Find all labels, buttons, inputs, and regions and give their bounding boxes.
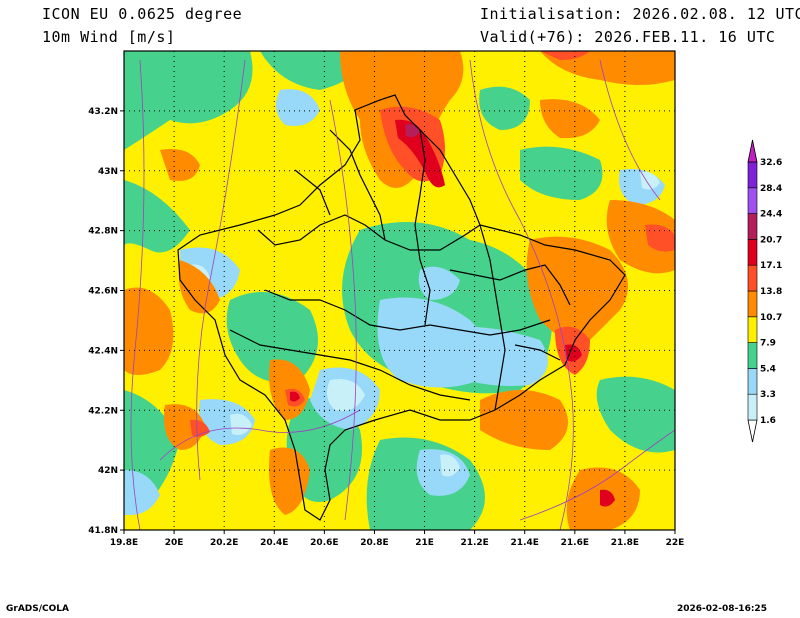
- grid-lines: [124, 51, 675, 530]
- colorbar-level-label: 7.9: [760, 339, 776, 349]
- colorbar-level-label: 5.4: [760, 364, 776, 374]
- lat-axis: 41.8N 42N 42.2N 42.4N 42.6N 42.8N 43N 43.2N: [88, 107, 124, 536]
- lat-tick-label: 43N: [98, 167, 118, 177]
- colorbar-under-arrow: [747, 419, 758, 443]
- init-time: Initialisation: 2026.02.08. 12 UTC: [480, 5, 800, 23]
- lon-tick-label: 21E: [415, 538, 434, 548]
- colorbar-swatch: [747, 342, 758, 369]
- colorbar-swatch: [747, 290, 758, 318]
- borders: [177, 94, 626, 521]
- colorbar-swatch: [747, 239, 758, 266]
- lon-tick-label: 20E: [165, 538, 184, 548]
- model-title: ICON EU 0.0625 degree: [42, 5, 243, 23]
- colorbar-level-label: 17.1: [760, 261, 782, 271]
- valid-time: Valid(+76): 2026.FEB.11. 16 UTC: [480, 28, 776, 46]
- colorbar-level-label: 24.4: [760, 210, 782, 220]
- colorbar-swatch: [747, 187, 758, 214]
- lat-tick-label: 42.6N: [88, 287, 118, 297]
- lon-axis: 19.8E 20E 20.2E 20.4E 20.6E 20.8E 21E 21.2E 21.4…: [110, 530, 685, 548]
- lat-tick-label: 43.2N: [88, 107, 118, 117]
- field-title: 10m Wind [m/s]: [42, 28, 176, 46]
- lon-tick-label: 21.6E: [561, 538, 589, 548]
- lon-tick-label: 21.4E: [511, 538, 539, 548]
- colorbar-over-arrow: [747, 139, 758, 163]
- colorbar-level-label: 1.6: [760, 416, 776, 426]
- colorbar-level-label: 20.7: [760, 235, 782, 245]
- colorbar-swatch: [747, 393, 758, 421]
- colorbar-swatch: [747, 264, 758, 292]
- lon-tick-label: 22E: [666, 538, 685, 548]
- colorbar-level-label: 32.6: [760, 158, 782, 168]
- colorbar-swatch: [747, 161, 758, 189]
- colorbar-swatch: [747, 368, 758, 395]
- colorbar-level-label: 10.7: [760, 313, 782, 323]
- lon-tick-label: 20.2E: [210, 538, 238, 548]
- colorbar-level-label: 3.3: [760, 390, 776, 400]
- lat-tick-label: 42.8N: [88, 227, 118, 237]
- colorbar-swatch: [747, 213, 758, 240]
- colorbar: 1.6 3.3 5.4 7.9 10.7 13.8 17.1 20.7 24.4 28.4 32.6: [747, 139, 782, 443]
- lon-tick-label: 19.8E: [110, 538, 138, 548]
- lat-tick-label: 41.8N: [88, 526, 118, 536]
- lat-tick-label: 42N: [98, 466, 118, 476]
- footer-left: GrADS/COLA: [6, 604, 69, 614]
- lon-tick-label: 20.8E: [360, 538, 388, 548]
- lat-tick-label: 42.2N: [88, 406, 118, 416]
- lon-tick-label: 21.2E: [460, 538, 488, 548]
- colorbar-swatch: [747, 316, 758, 343]
- lon-tick-label: 20.4E: [260, 538, 288, 548]
- lat-tick-label: 42.4N: [88, 346, 118, 356]
- wind-speed-field: [124, 51, 675, 530]
- footer-right: 2026-02-08-16:25: [677, 604, 767, 614]
- lon-tick-label: 20.6E: [310, 538, 338, 548]
- lon-tick-label: 21.8E: [611, 538, 639, 548]
- colorbar-level-label: 13.8: [760, 287, 782, 297]
- colorbar-level-label: 28.4: [760, 184, 782, 194]
